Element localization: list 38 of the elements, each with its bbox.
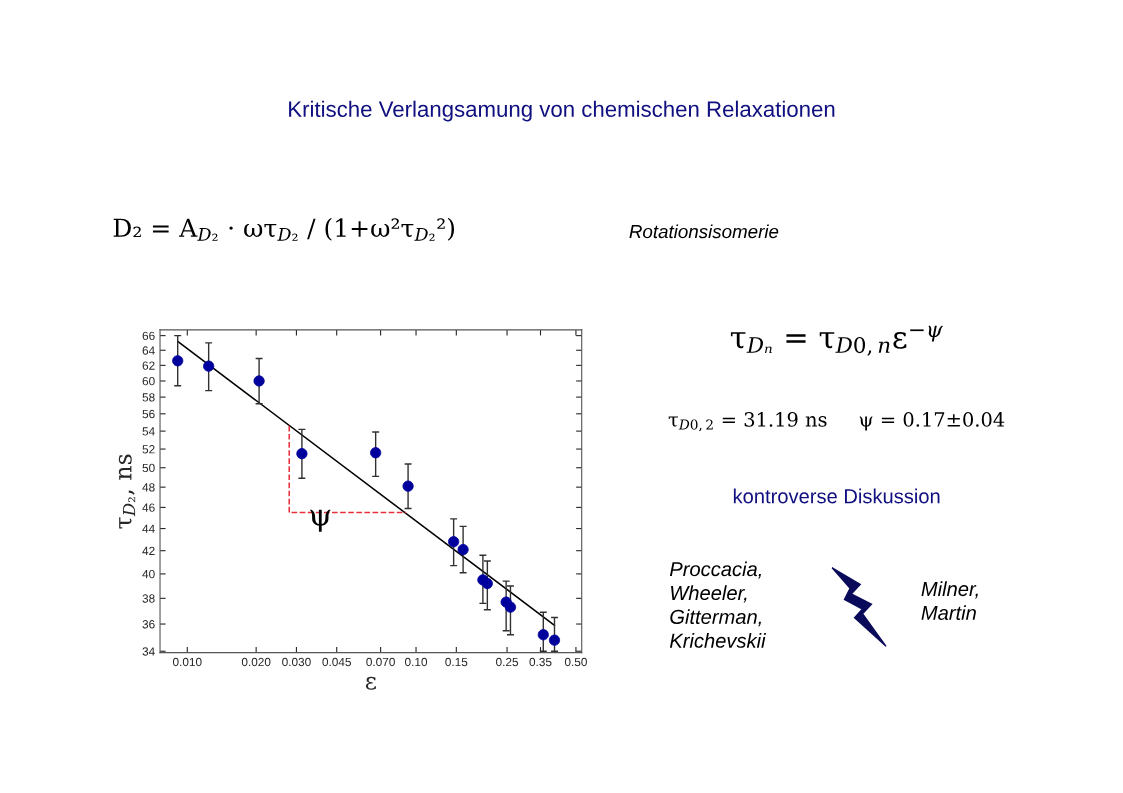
x-tick-label: 0.35 (529, 657, 552, 667)
y-tick-label: 52 (142, 445, 155, 454)
x-tick-label: 0.10 (405, 657, 428, 667)
text: Proccacia, Wheeler, Gitterman, Krichevskii (669, 561, 766, 648)
y-tick-label: 42 (142, 546, 155, 555)
annotation: ψ (310, 509, 331, 532)
y-tick-label: 34 (142, 647, 155, 656)
text: kontroverse Diskussion (733, 488, 940, 504)
y-tick-label: 62 (142, 361, 155, 370)
text: τ$_{D0,2}$ = 31.19 ns ψ = 0.17±0.04 (668, 412, 1005, 432)
y-tick-label: 66 (142, 331, 155, 341)
y-tick-label: 36 (142, 620, 155, 629)
x-tick-label: 0.070 (366, 657, 395, 667)
y-tick-label: 50 (142, 463, 155, 473)
x-tick-label: 0.030 (282, 657, 311, 667)
x-tick-label: 0.020 (241, 657, 271, 667)
y-tick-label: 58 (142, 393, 155, 402)
y-tick-label: 54 (142, 427, 155, 436)
text: D₂ = A$_{D₂}$ · ωτ$_{D₂}$ / (1+ω²τ$_{D₂}$²) (113, 217, 455, 241)
x-tick-label: 0.15 (445, 657, 468, 667)
y-tick-label: 46 (142, 503, 155, 512)
y-axis-title: τ$_{D₂}$, ns (118, 454, 136, 529)
y-tick-label: 56 (142, 409, 155, 419)
y-tick-label: 38 (142, 594, 155, 603)
text: τ$_{Dₙ}$ = τ$_{D0,n}$ε$^{−ψ}$ (730, 325, 943, 356)
y-tick-label: 48 (142, 483, 155, 492)
chart-title: Kritische Verlangsamung von chemischen Relaxationen (289, 100, 835, 122)
x-tick-label: 0.25 (496, 657, 519, 667)
y-tick-label: 64 (142, 346, 155, 355)
x-tick-label: 0.50 (564, 657, 587, 667)
x-tick-label: 0.045 (322, 657, 351, 667)
text: Rotationsisomerie (629, 224, 779, 239)
y-tick-label: 40 (142, 569, 155, 579)
text: Milner, Martin (921, 581, 978, 621)
x-axis-title: ε (365, 676, 376, 690)
y-tick-label: 44 (142, 524, 155, 533)
x-tick-label: 0.010 (172, 657, 202, 667)
y-tick-label: 60 (142, 377, 155, 386)
